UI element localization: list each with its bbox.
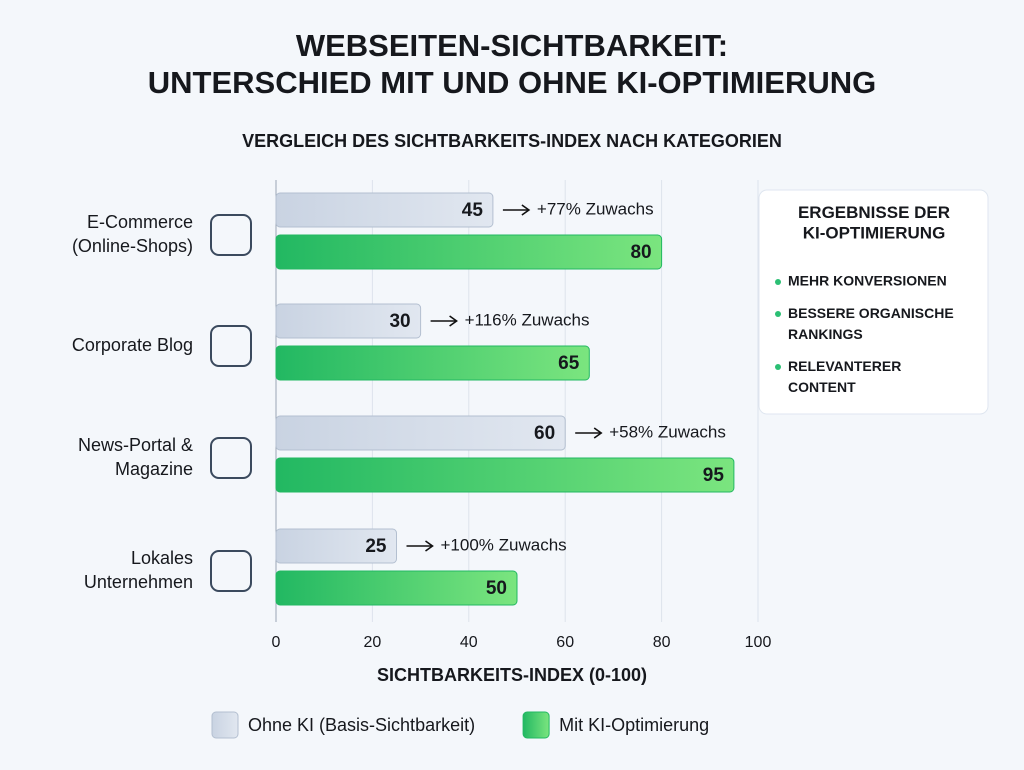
x-tick-label: 40: [460, 634, 478, 651]
category-icon: [210, 550, 252, 592]
x-tick-label: 60: [556, 634, 574, 651]
side-box-item: MEHR KONVERSIONEN: [788, 273, 947, 289]
bullet: [775, 279, 781, 285]
annotation: +100% Zuwachs: [441, 535, 567, 554]
bullet: [775, 364, 781, 370]
bar: [275, 457, 735, 493]
bar: [275, 528, 397, 564]
value-label: 45: [462, 200, 484, 221]
annotation-arrowhead: [449, 315, 458, 327]
bar: [275, 570, 518, 606]
category-icon: [210, 325, 252, 367]
chart-subtitle: VERGLEICH DES SICHTBARKEITS-INDEX NACH K…: [242, 131, 782, 151]
category-icon: [210, 437, 252, 479]
legend-label: Mit KI-Optimierung: [559, 715, 709, 735]
bar: [275, 415, 566, 451]
chart-title: WEBSEITEN-SICHTBARKEIT: UNTERSCHIED MIT U…: [148, 28, 877, 100]
value-label: 60: [534, 423, 555, 444]
legend-swatch: [211, 711, 239, 739]
annotation: +58% Zuwachs: [609, 422, 726, 441]
bar: [275, 303, 422, 339]
side-box-title: ERGEBNISSE DER KI-OPTIMIERUNG: [798, 203, 950, 242]
legend-label: Ohne KI (Basis-Sichtbarkeit): [248, 715, 475, 735]
bar: [275, 234, 663, 270]
bullet: [775, 311, 781, 317]
annotation-arrowhead: [593, 427, 603, 439]
side-box-item: RELEVANTERER CONTENT: [788, 358, 901, 395]
annotation: +77% Zuwachs: [537, 199, 654, 218]
annotation: +116% Zuwachs: [465, 310, 590, 329]
x-tick-label: 0: [272, 634, 281, 651]
x-tick-label: 80: [653, 634, 671, 651]
category-label: Corporate Blog: [72, 335, 193, 355]
x-axis-label: SICHTBARKEITS-INDEX (0-100): [377, 665, 647, 685]
category-label: News-Portal & Magazine: [78, 435, 193, 479]
legend-swatch: [522, 711, 550, 739]
value-label: 30: [389, 311, 410, 332]
x-tick-label: 20: [364, 634, 382, 651]
category-icon: [210, 214, 252, 256]
annotation-arrowhead: [425, 540, 434, 552]
annotation-arrowhead: [521, 204, 531, 216]
value-label: 50: [486, 578, 507, 599]
x-tick-label: 100: [745, 634, 772, 651]
value-label: 80: [630, 242, 651, 263]
value-label: 95: [703, 465, 725, 486]
side-box-item: BESSERE ORGANISCHE RANKINGS: [788, 305, 954, 342]
bar: [275, 192, 494, 228]
value-label: 65: [558, 353, 580, 374]
category-label: Lokales Unternehmen: [84, 548, 193, 592]
value-label: 25: [365, 536, 387, 557]
bar: [275, 345, 590, 381]
side-box: [758, 189, 989, 415]
category-label: E-Commerce (Online-Shops): [72, 212, 193, 256]
